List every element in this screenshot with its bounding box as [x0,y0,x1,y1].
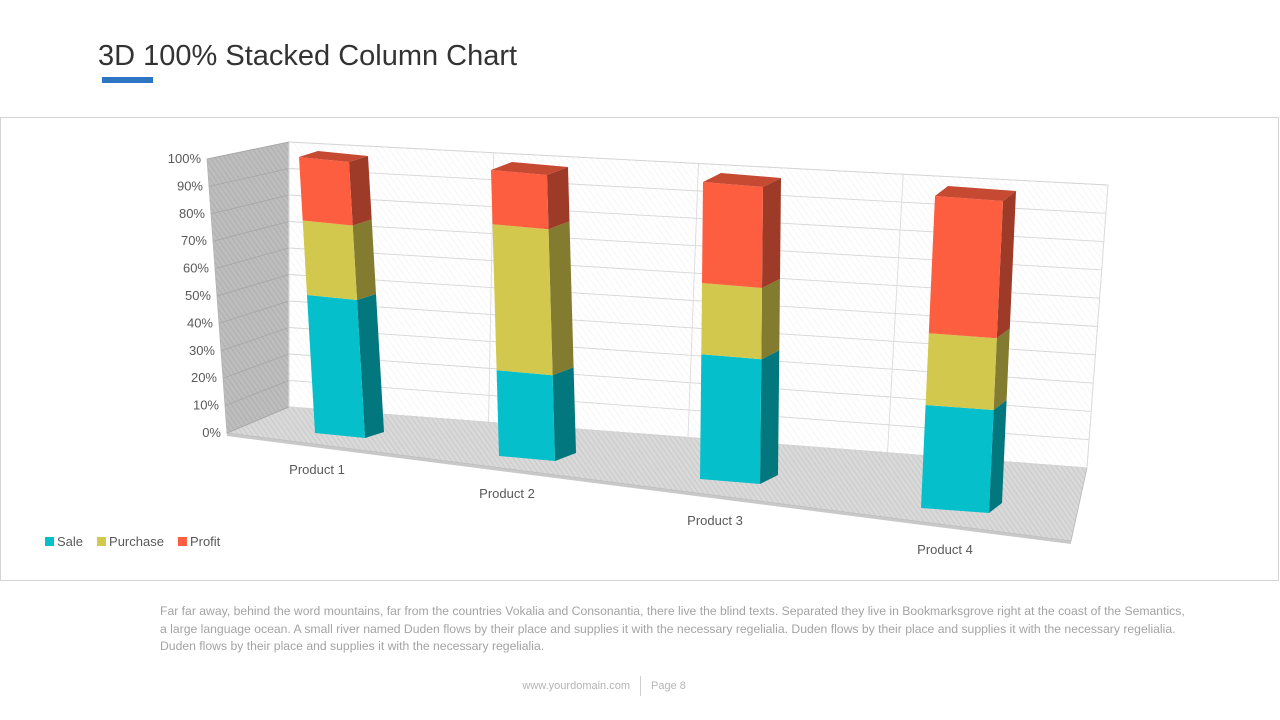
body-paragraph: Far far away, behind the word mountains,… [160,604,1185,653]
bar-purchase-3 [701,279,780,360]
side-gridline [224,380,290,406]
y-tick-label: 90% [177,178,203,193]
bar-profit-2 [491,162,570,230]
y-tick-label: 100% [168,151,202,166]
x-category-label: Product 1 [289,462,345,477]
y-tick-label: 70% [181,233,207,248]
chart-legend: Sale Purchase Profit [45,534,221,549]
bar-sale-1 [307,294,384,438]
vertical-gridline [887,174,904,453]
legend-label: Sale [57,534,83,549]
title-underline [102,77,153,83]
side-gridline [214,247,290,269]
legend-item-profit: Profit [177,534,221,549]
side-gridline [206,141,290,160]
bar-purchase-2 [492,221,574,376]
side-gridline [216,274,290,297]
chart-frame: 0% 10% 20% 30% 40% 50% 60% 70% 80% 90% 100% Product… [0,117,1279,581]
side-gridline [218,300,290,324]
y-tick-label: 40% [187,315,213,330]
y-tick-label: 20% [191,370,217,385]
bar-profit-4 [928,186,1016,339]
floor-edge [227,433,1071,544]
chart-labels: 0% 10% 20% 30% 40% 50% 60% 70% 80% 90% 100% Product… [168,151,973,557]
footer-url[interactable]: www.yourdomain.com [522,680,630,692]
y-tick-label: 0% [202,425,221,440]
side-gridline [222,353,290,379]
slide-title: 3D 100% Stacked Column Chart [98,40,518,72]
vertical-gridline [1086,184,1109,469]
bar-purchase-1 [302,219,376,300]
side-gridline [210,194,290,215]
bar-profit-3 [702,173,781,288]
chart-bars [299,151,1016,513]
x-category-label: Product 2 [479,486,535,501]
legend-label: Profit [190,534,221,549]
bar-profit-1 [299,151,372,226]
side-gridline [212,221,290,242]
y-tick-label: 80% [179,206,205,221]
y-tick-label: 60% [183,261,209,276]
footer-page-number: Page 8 [651,680,686,692]
bar-sale-2 [496,367,576,461]
vertical-gridline [687,163,699,438]
x-category-label: Product 3 [687,513,743,528]
bar-sale-3 [700,350,780,484]
y-tick-label: 30% [189,343,215,358]
y-tick-label: 10% [193,398,219,413]
side-wall [206,141,290,434]
footer: www.yourdomain.com Page 8 [0,676,1280,696]
legend-label: Purchase [109,534,164,549]
footer-divider [640,676,641,696]
stacked-column-chart: 0% 10% 20% 30% 40% 50% 60% 70% 80% 90% 100% Product… [45,141,1109,557]
side-gridline [220,327,290,352]
side-gridline [226,406,290,434]
side-gridline [208,168,290,187]
bar-sale-4 [921,400,1007,513]
y-tick-label: 50% [185,288,211,303]
bar-purchase-4 [925,328,1010,410]
legend-item-purchase: Purchase [97,534,164,549]
legend-item-sale: Sale [45,534,83,549]
x-category-label: Product 4 [917,542,973,557]
